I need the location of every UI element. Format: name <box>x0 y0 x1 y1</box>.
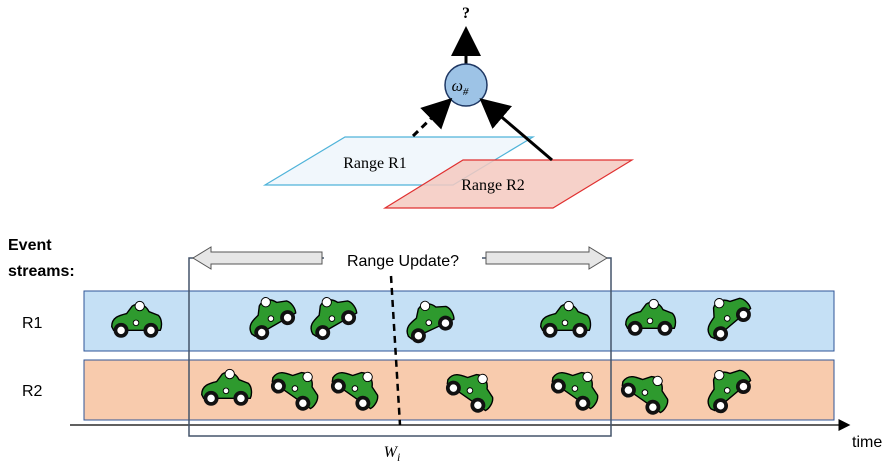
stream-r1-label: R1 <box>22 315 43 332</box>
streams-header-1: Event <box>8 237 52 254</box>
window-caption: Range Update? <box>347 253 459 270</box>
stream-r2-label: R2 <box>22 383 43 400</box>
left-update-arrow <box>193 247 322 269</box>
range-r2-label: Range R2 <box>461 177 525 194</box>
window-subscript: i <box>397 450 400 464</box>
r1-arrow <box>413 102 448 136</box>
output-label: ? <box>462 5 470 22</box>
range-r1-label: Range R1 <box>343 155 407 172</box>
time-label: time <box>852 434 882 451</box>
right-update-arrow <box>486 247 607 269</box>
operator-symbol: ω <box>452 78 463 95</box>
operator-subscript: # <box>463 86 469 98</box>
diagram: ? ω# Range R1 Range R2 Event streams: R1… <box>0 0 894 468</box>
streams-header-2: streams: <box>8 263 75 280</box>
window-label: Wi <box>384 444 401 464</box>
